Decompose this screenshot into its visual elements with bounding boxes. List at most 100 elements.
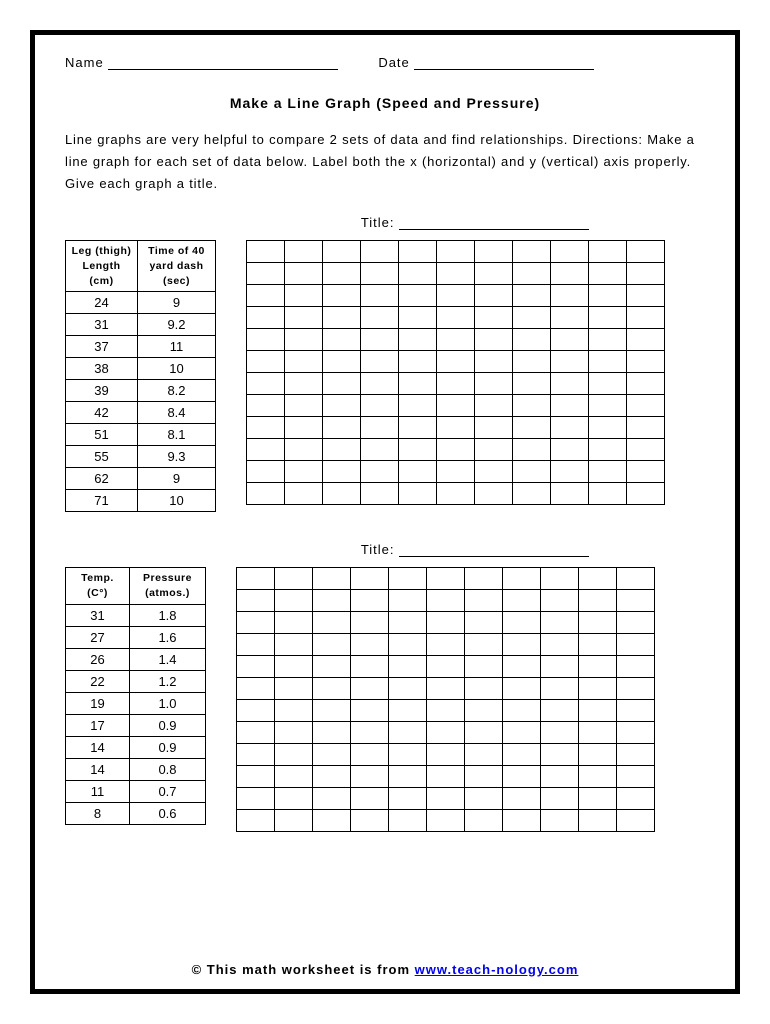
worksheet-title: Make a Line Graph (Speed and Pressure): [65, 95, 705, 111]
grid-cell: [361, 439, 399, 461]
t1-cell: 10: [138, 490, 216, 512]
graph-grid-1[interactable]: [246, 240, 665, 505]
t1-cell: 31: [66, 314, 138, 336]
grid-cell: [579, 700, 617, 722]
grid-cell: [475, 461, 513, 483]
table-row: 221.2: [66, 670, 206, 692]
t1-cell: 38: [66, 358, 138, 380]
grid-cell: [475, 263, 513, 285]
grid-cell: [427, 700, 465, 722]
grid-cell: [465, 678, 503, 700]
t2-col1-header: Temp. (C°): [66, 568, 130, 604]
name-blank[interactable]: [108, 56, 338, 70]
grid-cell: [541, 810, 579, 832]
grid-cell: [351, 568, 389, 590]
date-blank[interactable]: [414, 56, 594, 70]
grid-cell: [437, 461, 475, 483]
graph-grid-2[interactable]: [236, 567, 655, 832]
grid-cell: [237, 656, 275, 678]
grid-cell: [323, 461, 361, 483]
grid-cell: [389, 766, 427, 788]
grid-cell: [579, 568, 617, 590]
worksheet-page: Name Date Make a Line Graph (Speed and P…: [30, 30, 740, 994]
grid-cell: [541, 788, 579, 810]
t1-cell: 42: [66, 402, 138, 424]
grid-cell: [389, 810, 427, 832]
grid-cell: [275, 766, 313, 788]
grid-cell: [361, 483, 399, 505]
grid-cell: [351, 744, 389, 766]
grid-cell: [475, 307, 513, 329]
grid-cell: [351, 612, 389, 634]
grid-cell: [627, 417, 665, 439]
instructions: Line graphs are very helpful to compare …: [65, 129, 705, 195]
grid-cell: [247, 263, 285, 285]
table-row: 261.4: [66, 648, 206, 670]
t1-cell: 11: [138, 336, 216, 358]
t1-cell: 9.3: [138, 446, 216, 468]
date-label: Date: [378, 55, 409, 70]
grid-cell: [551, 417, 589, 439]
graph1-title-blank[interactable]: [399, 216, 589, 230]
grid-cell: [465, 700, 503, 722]
footer-link[interactable]: www.teach-nology.com: [415, 962, 579, 977]
grid-cell: [427, 810, 465, 832]
t2-cell: 26: [66, 648, 130, 670]
grid-cell: [475, 417, 513, 439]
grid-cell: [541, 744, 579, 766]
graph2-title-row: Title:: [65, 542, 705, 557]
grid-cell: [323, 285, 361, 307]
grid-cell: [351, 700, 389, 722]
grid-cell: [361, 351, 399, 373]
t2-cell: 11: [66, 780, 130, 802]
t2-cell: 0.8: [130, 758, 206, 780]
grid-cell: [437, 307, 475, 329]
grid-cell: [237, 678, 275, 700]
grid-cell: [437, 395, 475, 417]
table-row: 319.2: [66, 314, 216, 336]
grid-cell: [275, 612, 313, 634]
grid-cell: [617, 744, 655, 766]
grid-cell: [465, 568, 503, 590]
grid-cell: [247, 307, 285, 329]
section-1: Leg (thigh) Length (cm) Time of 40 yard …: [65, 240, 705, 512]
grid-cell: [285, 395, 323, 417]
grid-cell: [285, 461, 323, 483]
grid-cell: [399, 329, 437, 351]
t2-cell: 17: [66, 714, 130, 736]
grid-cell: [541, 766, 579, 788]
t1-col2-header: Time of 40 yard dash (sec): [138, 241, 216, 292]
grid-cell: [389, 700, 427, 722]
t2-cell: 1.6: [130, 626, 206, 648]
graph2-title-blank[interactable]: [399, 543, 589, 557]
grid-cell: [275, 810, 313, 832]
grid-cell: [541, 700, 579, 722]
grid-cell: [513, 439, 551, 461]
t1-col1-header: Leg (thigh) Length (cm): [66, 241, 138, 292]
grid-cell: [351, 656, 389, 678]
grid-cell: [617, 810, 655, 832]
grid-cell: [551, 329, 589, 351]
grid-cell: [389, 788, 427, 810]
grid-cell: [285, 439, 323, 461]
grid-cell: [579, 656, 617, 678]
t2-cell: 14: [66, 736, 130, 758]
grid-cell: [503, 568, 541, 590]
grid-cell: [361, 285, 399, 307]
name-field: Name: [65, 55, 338, 70]
grid-cell: [313, 810, 351, 832]
grid-cell: [627, 395, 665, 417]
grid-cell: [323, 351, 361, 373]
grid-cell: [551, 351, 589, 373]
grid-cell: [503, 678, 541, 700]
grid-cell: [541, 590, 579, 612]
grid-cell: [427, 678, 465, 700]
grid-cell: [237, 612, 275, 634]
grid-cell: [465, 590, 503, 612]
grid-cell: [399, 373, 437, 395]
grid-cell: [579, 722, 617, 744]
grid-cell: [323, 329, 361, 351]
grid-cell: [275, 744, 313, 766]
t1-cell: 8.2: [138, 380, 216, 402]
t2-cell: 19: [66, 692, 130, 714]
